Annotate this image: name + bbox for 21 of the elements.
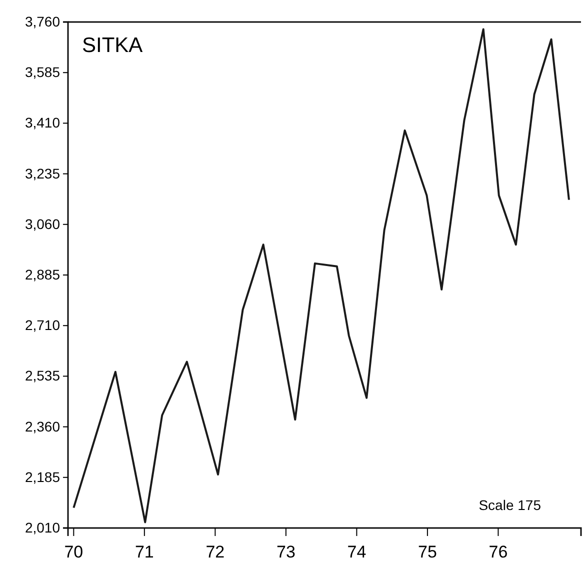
x-tick-label: 70 [64,542,84,562]
annotation: Scale 175 [478,497,542,513]
y-tick-label: 2,010 [24,519,60,536]
y-tick-label: 2,360 [24,418,60,434]
x-tick-label: 72 [206,542,225,562]
y-tick-label: 3,585 [24,64,60,80]
x-tick-label: 76 [488,542,508,562]
y-tick-label: 3,060 [24,216,60,232]
y-tick-label: 2,885 [24,266,60,282]
y-tick-label: 3,760 [24,13,60,30]
x-tick-label: 74 [347,542,366,562]
x-tick-label: 75 [418,542,437,562]
text: SITKA [82,34,143,57]
x-tick-label: 71 [134,542,154,562]
line-series [72,28,570,524]
y-tick-label: 2,710 [24,317,60,334]
y-tick-label: 3,235 [24,165,60,182]
y-tick-label: 3,410 [24,114,60,131]
x-tick-label: 73 [276,542,296,562]
y-tick-label: 2,535 [24,368,60,384]
y-tick-label: 2,185 [24,468,60,485]
